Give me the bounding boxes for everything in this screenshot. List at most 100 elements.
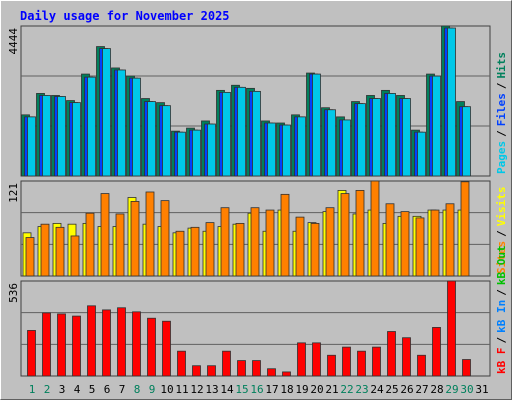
y-tick-label: 536 — [7, 283, 20, 303]
bar — [267, 122, 276, 177]
bar — [70, 235, 80, 277]
x-tick-label: 25 — [385, 383, 398, 396]
x-tick-label: 31 — [475, 383, 488, 396]
bar — [57, 96, 66, 177]
x-tick-label: 11 — [175, 383, 188, 396]
legend-entry: kB In — [495, 300, 508, 333]
x-tick-label: 28 — [430, 383, 443, 396]
x-tick-label: 6 — [104, 383, 111, 396]
bar — [222, 91, 231, 177]
x-tick-label: 27 — [415, 383, 428, 396]
bar — [27, 116, 36, 177]
legend-entry: Visits — [495, 187, 508, 227]
bar — [102, 48, 111, 177]
bar — [417, 131, 426, 177]
bar — [117, 307, 126, 377]
x-tick-label: 8 — [134, 383, 141, 396]
bar — [192, 365, 201, 377]
legend-entry: Files — [495, 93, 508, 126]
bar — [280, 193, 290, 277]
bar — [175, 230, 185, 277]
x-tick-label: 5 — [89, 383, 96, 396]
bar — [342, 346, 351, 377]
bar — [252, 90, 261, 177]
x-tick-label: 21 — [325, 383, 338, 396]
bar — [87, 305, 96, 377]
legend-separator: / — [495, 130, 508, 137]
bar — [87, 76, 96, 177]
x-tick-label: 10 — [160, 383, 173, 396]
bar — [460, 181, 470, 277]
bar — [220, 207, 230, 277]
bar — [402, 337, 411, 377]
chart-title: Daily usage for November 2025 — [20, 9, 230, 23]
bar — [357, 103, 366, 177]
bar — [432, 327, 441, 377]
y-tick-label: 4444 — [7, 28, 20, 55]
legend-entry: Pages — [495, 141, 508, 174]
bar — [55, 226, 65, 277]
bar — [147, 317, 156, 377]
x-tick-label: 12 — [190, 383, 203, 396]
bar — [417, 354, 426, 377]
bar — [447, 27, 456, 177]
x-tick-label: 4 — [74, 383, 81, 396]
bar — [312, 342, 321, 377]
bar — [327, 354, 336, 377]
legend-entry: kB Out — [495, 245, 508, 285]
bar — [267, 368, 276, 377]
bar — [265, 209, 275, 277]
bar — [282, 371, 291, 377]
bar — [295, 216, 305, 277]
bar — [160, 200, 170, 277]
x-tick-label: 16 — [250, 383, 263, 396]
bar — [132, 77, 141, 177]
legend: Pages / Files / Hits — [495, 52, 508, 174]
bar — [237, 360, 246, 377]
x-tick-label: 13 — [205, 383, 218, 396]
x-tick-label: 3 — [59, 383, 66, 396]
bar — [117, 69, 126, 177]
x-tick-label: 20 — [310, 383, 323, 396]
bar — [310, 222, 320, 277]
bar — [387, 331, 396, 377]
bar — [297, 116, 306, 177]
bar — [162, 320, 171, 377]
x-tick-label: 23 — [355, 383, 368, 396]
bar — [205, 222, 215, 277]
bar — [282, 124, 291, 177]
bar — [387, 93, 396, 177]
bar — [42, 312, 51, 377]
x-tick-label: 26 — [400, 383, 413, 396]
x-tick-label: 30 — [460, 383, 473, 396]
bar — [445, 203, 455, 277]
legend-entry: Sites — [495, 241, 508, 274]
bar — [42, 95, 51, 177]
bar — [25, 237, 35, 277]
bar — [115, 213, 125, 277]
bar — [85, 212, 95, 277]
bar — [372, 98, 381, 177]
x-tick-label: 22 — [340, 383, 353, 396]
bar — [57, 313, 66, 377]
x-tick-label: 17 — [265, 383, 278, 396]
bar — [297, 342, 306, 377]
bar — [432, 75, 441, 177]
x-tick-label: 18 — [280, 383, 293, 396]
bar — [462, 359, 471, 377]
bar — [370, 180, 380, 277]
x-tick-label: 24 — [370, 383, 384, 396]
x-tick-label: 15 — [235, 383, 248, 396]
bar — [342, 119, 351, 177]
bar — [327, 109, 336, 177]
bar — [237, 86, 246, 177]
bar — [40, 223, 50, 277]
x-tick-label: 14 — [220, 383, 234, 396]
bar — [207, 123, 216, 177]
bar — [250, 207, 260, 277]
x-tick-label: 19 — [295, 383, 308, 396]
bar — [177, 131, 186, 177]
bar — [400, 211, 410, 277]
